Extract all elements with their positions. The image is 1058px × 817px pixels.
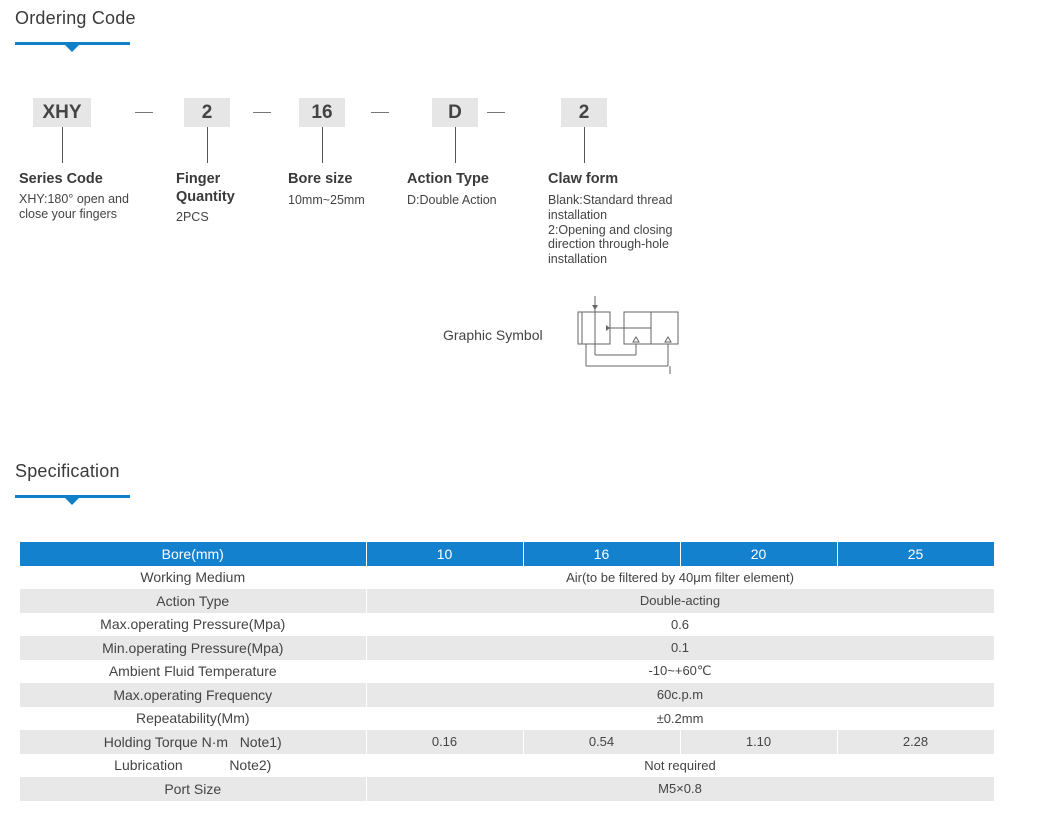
code-connector-line <box>455 127 456 163</box>
row-value: ±0.2mm <box>366 706 995 730</box>
table-row: Holding Torque N·m Note1) 0.16 0.54 1.10… <box>20 730 995 754</box>
code-dash <box>135 112 153 113</box>
table-row: Ambient Fluid Temperature -10~+60℃ <box>20 659 995 683</box>
specification-table: Bore(mm) 10 16 20 25 Working Medium Air(… <box>20 542 995 801</box>
row-value: 0.1 <box>366 636 995 660</box>
pneumatic-graphic-symbol-icon <box>577 296 679 374</box>
ordering-code-underline <box>15 42 130 45</box>
row-label: Lubrication Note2) <box>20 753 367 777</box>
header-cell-25: 25 <box>837 542 995 566</box>
row-value: Not required <box>366 753 995 777</box>
row-label: Min.operating Pressure(Mpa) <box>20 636 367 660</box>
code-box-finger-quantity: 2 <box>184 98 230 127</box>
row-label: Repeatability(Mm) <box>20 706 367 730</box>
finger-quantity-description: 2PCS <box>176 210 209 224</box>
row-value: M5×0.8 <box>366 777 995 801</box>
specification-underline <box>15 495 130 498</box>
action-type-heading: Action Type <box>407 171 489 187</box>
code-connector-line <box>207 127 208 163</box>
code-box-claw-form: 2 <box>561 98 607 127</box>
action-type-description: D:Double Action <box>407 193 497 207</box>
row-value: 0.6 <box>366 612 995 636</box>
row-label: Action Type <box>20 589 367 613</box>
row-value: Air(to be filtered by 40μm filter elemen… <box>366 565 995 589</box>
claw-form-heading: Claw form <box>548 171 619 187</box>
code-connector-line <box>584 127 585 163</box>
code-dash <box>253 112 271 113</box>
table-header-row: Bore(mm) 10 16 20 25 <box>20 542 995 566</box>
row-value: 60c.p.m <box>366 683 995 707</box>
row-label: Ambient Fluid Temperature <box>20 659 367 683</box>
table-row: Max.operating Pressure(Mpa) 0.6 <box>20 612 995 636</box>
row-label: Holding Torque N·m Note1) <box>20 730 367 754</box>
code-box-bore-size: 16 <box>299 98 345 127</box>
series-code-heading: Series Code <box>19 171 103 187</box>
specification-arrow-icon <box>65 498 79 505</box>
table-row: Action Type Double-acting <box>20 589 995 613</box>
finger-quantity-heading: Finger Quantity <box>176 171 235 205</box>
table-row: Working Medium Air(to be filtered by 40μ… <box>20 565 995 589</box>
ordering-code-title: Ordering Code <box>15 8 136 28</box>
row-value: -10~+60℃ <box>366 659 995 683</box>
ordering-code-arrow-icon <box>65 45 79 52</box>
table-row: Repeatability(Mm) ±0.2mm <box>20 706 995 730</box>
specification-title: Specification <box>15 461 120 481</box>
row-value: 1.10 <box>680 730 838 754</box>
row-value: 2.28 <box>837 730 995 754</box>
row-label: Max.operating Pressure(Mpa) <box>20 612 367 636</box>
header-cell-20: 20 <box>680 542 838 566</box>
code-dash <box>371 112 389 113</box>
table-row: Max.operating Frequency 60c.p.m <box>20 683 995 707</box>
row-value: 0.16 <box>366 730 524 754</box>
code-connector-line <box>62 127 63 163</box>
code-box-series: XHY <box>33 98 91 127</box>
bore-size-description: 10mm~25mm <box>288 193 365 207</box>
row-label: Port Size <box>20 777 367 801</box>
table-row: Lubrication Note2) Not required <box>20 753 995 777</box>
series-code-description: XHY:180° open and close your fingers <box>19 192 129 221</box>
claw-form-description: Blank:Standard thread installation 2:Ope… <box>548 193 673 267</box>
code-box-action-type: D <box>432 98 478 127</box>
row-label: Working Medium <box>20 565 367 589</box>
table-row: Port Size M5×0.8 <box>20 777 995 801</box>
row-value: Double-acting <box>366 589 995 613</box>
header-cell-bore: Bore(mm) <box>20 542 367 566</box>
code-connector-line <box>322 127 323 163</box>
table-row: Min.operating Pressure(Mpa) 0.1 <box>20 636 995 660</box>
row-value: 0.54 <box>523 730 681 754</box>
header-cell-10: 10 <box>366 542 524 566</box>
graphic-symbol-label: Graphic Symbol <box>443 327 543 343</box>
header-cell-16: 16 <box>523 542 681 566</box>
bore-size-heading: Bore size <box>288 171 353 187</box>
code-dash <box>487 112 505 113</box>
row-label: Max.operating Frequency <box>20 683 367 707</box>
